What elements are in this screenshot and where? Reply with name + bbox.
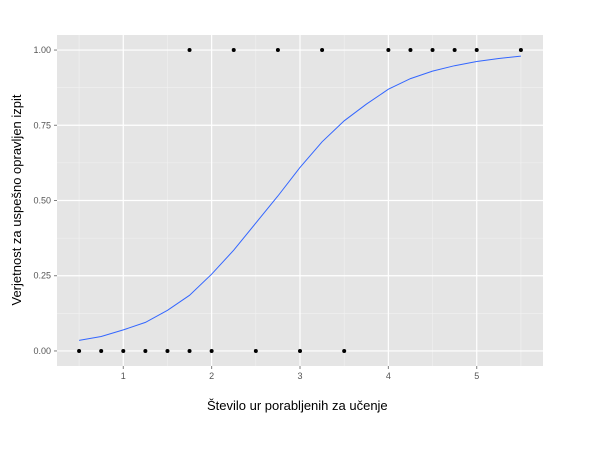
grid-lines — [57, 35, 543, 366]
y-tick-label: 1.00 — [33, 45, 51, 55]
logistic-curve-line — [79, 55, 521, 341]
data-point — [298, 348, 302, 353]
tick-labels: 1 2 3 4 5 0.00 0.25 0.50 0.75 1.00 — [33, 45, 479, 381]
x-tick-label: 3 — [297, 371, 302, 381]
data-point — [342, 348, 347, 353]
y-tick-label: 0.25 — [33, 271, 51, 281]
data-point — [275, 48, 280, 53]
data-points — [77, 48, 523, 353]
fitted-curve — [79, 55, 521, 341]
data-point — [121, 348, 126, 353]
data-point — [165, 348, 170, 353]
data-point — [430, 48, 435, 53]
axis-ticks — [54, 49, 478, 369]
data-point — [452, 48, 457, 53]
data-point — [408, 48, 413, 53]
data-point — [99, 348, 104, 353]
data-point — [187, 348, 192, 353]
data-point — [518, 48, 523, 53]
data-point — [386, 48, 391, 53]
data-point — [474, 48, 479, 53]
data-point — [320, 48, 325, 53]
x-tick-label: 2 — [209, 371, 214, 381]
data-point — [187, 48, 192, 53]
x-axis-title: Število ur porabljenih za učenje — [207, 398, 388, 413]
data-point — [253, 348, 258, 353]
data-point — [143, 348, 148, 353]
data-point — [77, 348, 82, 353]
y-tick-label: 0.50 — [33, 196, 51, 206]
data-point — [209, 348, 214, 353]
x-tick-label: 1 — [121, 371, 126, 381]
y-tick-label: 0.00 — [33, 346, 51, 356]
x-tick-label: 4 — [386, 371, 391, 381]
y-axis-title: Verjetnost za uspešno opravljen izpit — [9, 94, 24, 305]
y-tick-label: 0.75 — [33, 120, 51, 130]
data-point — [231, 48, 236, 53]
x-tick-label: 5 — [474, 371, 479, 381]
